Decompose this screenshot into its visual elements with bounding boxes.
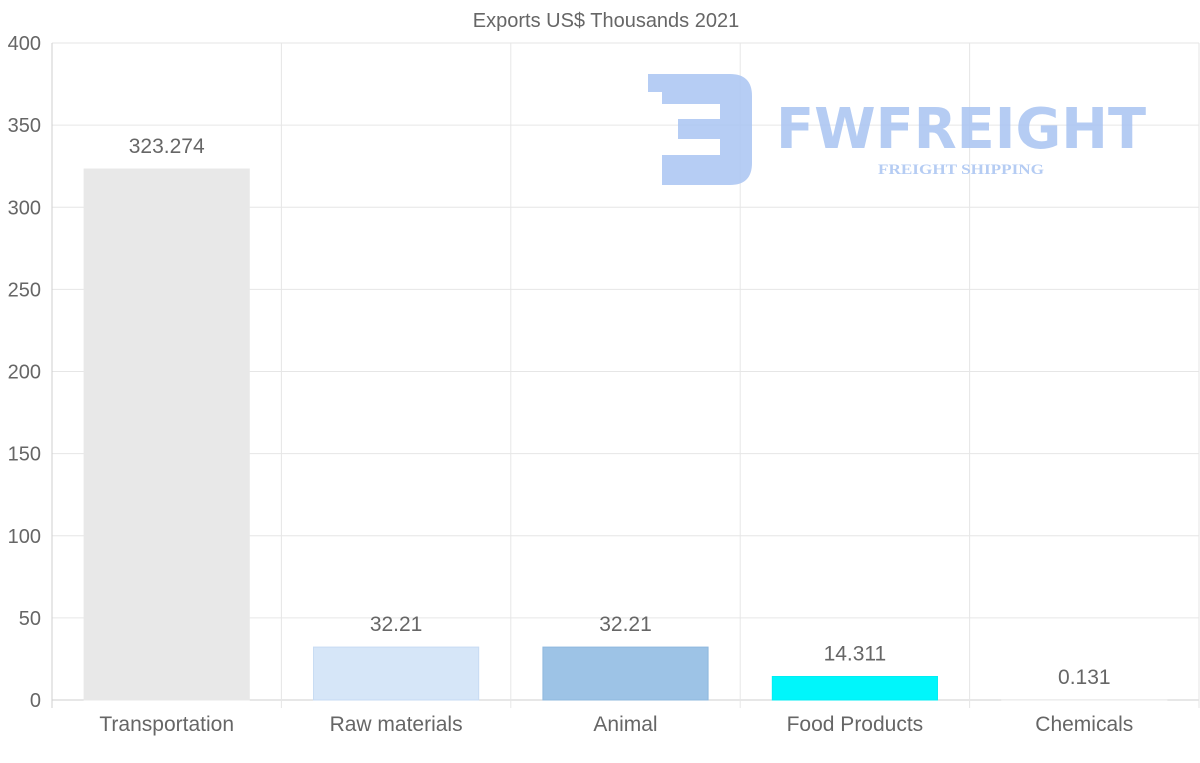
x-tick-label: Animal [593,713,657,736]
bar [771,675,938,701]
bar [542,646,709,701]
chart-title: Exports US$ Thousands 2021 [473,10,739,32]
bar [313,646,480,701]
y-tick-label: 0 [30,690,41,712]
x-tick-label: Raw materials [330,713,463,736]
y-tick-label: 200 [8,362,41,384]
y-tick-label: 350 [8,115,41,137]
y-tick-label: 150 [8,444,41,466]
data-label: 32.21 [599,613,652,636]
y-tick-label: 300 [8,197,41,219]
y-tick-label: 50 [19,608,41,630]
bar [83,168,250,701]
data-label: 323.274 [129,135,205,158]
watermark-icon [648,74,752,185]
y-tick-label: 100 [8,526,41,548]
y-tick-label: 250 [8,279,41,301]
x-tick-label: Chemicals [1035,713,1133,736]
x-tick-label: Food Products [787,713,924,736]
data-label: 0.131 [1058,666,1111,689]
labels-layer: 0 50 100 150 200 250 300 350 400 323.274 Transport… [8,33,1134,736]
data-label: 14.311 [824,642,887,665]
data-label: 32.21 [370,613,423,636]
watermark-brand: FWFREIGHT [776,97,1146,162]
y-tick-label: 400 [8,33,41,55]
watermark-logo: FWFREIGHT FREIGHT SHIPPING [648,74,1146,185]
x-tick-label: Transportation [99,713,234,736]
bars-layer [83,168,1168,701]
watermark-tagline: FREIGHT SHIPPING [878,162,1044,178]
